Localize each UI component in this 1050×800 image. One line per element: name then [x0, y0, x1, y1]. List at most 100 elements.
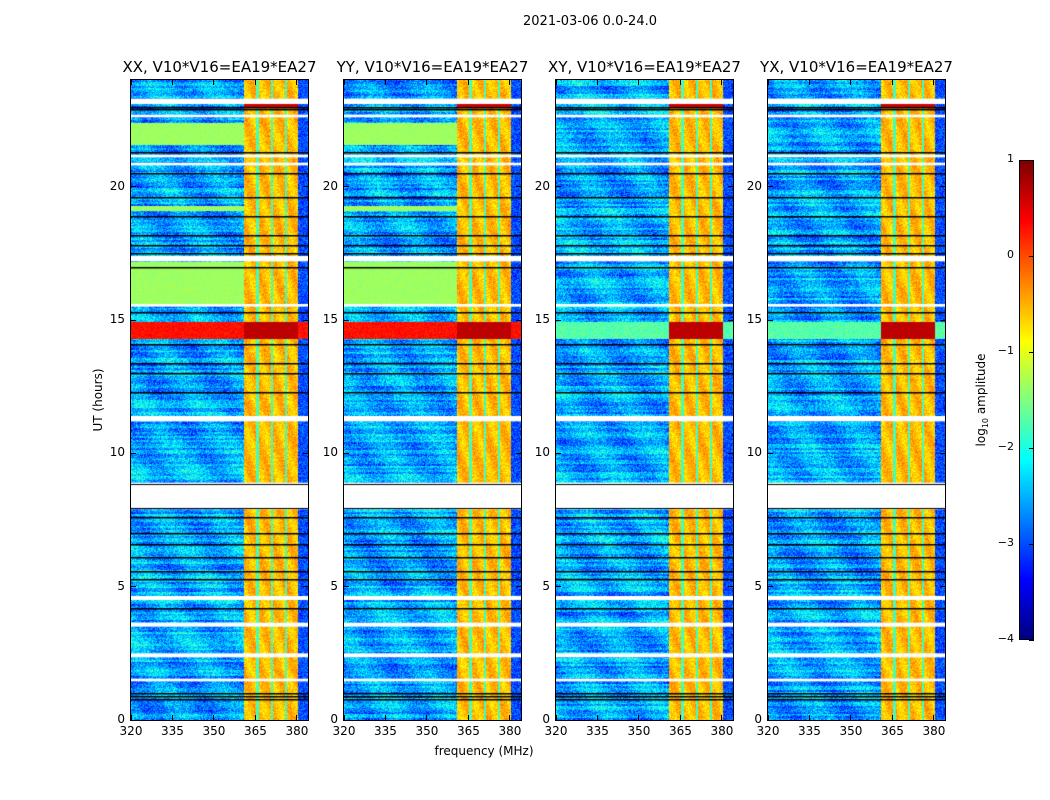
- spectrogram-yx: [768, 80, 945, 720]
- y-tick: [940, 186, 945, 188]
- y-tick-label: 20: [534, 178, 550, 193]
- x-tick: [509, 80, 511, 85]
- y-tick-label: 10: [746, 445, 762, 460]
- x-tick: [555, 715, 557, 720]
- y-tick-label: 20: [322, 178, 338, 193]
- x-tick: [254, 715, 256, 720]
- y-tick: [516, 452, 521, 454]
- x-tick: [638, 80, 640, 85]
- y-tick: [728, 586, 733, 588]
- y-tick: [344, 586, 349, 588]
- x-tick: [130, 715, 132, 720]
- x-tick: [721, 80, 723, 85]
- y-tick: [303, 719, 308, 721]
- x-tick: [296, 80, 298, 85]
- figure-title: 2021-03-06 0.0-24.0: [523, 14, 657, 29]
- x-tick-label: 380: [498, 724, 522, 738]
- colorbar-tick: [1029, 544, 1034, 545]
- y-tick: [556, 586, 561, 588]
- x-tick: [213, 80, 215, 85]
- y-tick: [768, 719, 773, 721]
- x-tick: [850, 80, 852, 85]
- x-tick: [130, 80, 132, 85]
- x-tick: [679, 715, 681, 720]
- x-tick: [171, 80, 173, 85]
- x-tick: [171, 715, 173, 720]
- x-tick-label: 350: [627, 724, 651, 738]
- x-tick-label: 320: [756, 724, 780, 738]
- y-tick-label: 10: [322, 445, 338, 460]
- x-tick: [213, 715, 215, 720]
- y-tick: [728, 186, 733, 188]
- x-tick: [808, 80, 810, 85]
- y-tick-label: 10: [534, 445, 550, 460]
- y-tick-label: 20: [746, 178, 762, 193]
- colorbar-tick-label: −4: [997, 632, 1014, 645]
- x-tick: [467, 715, 469, 720]
- y-tick: [940, 586, 945, 588]
- y-tick: [556, 319, 561, 321]
- x-tick-label: 335: [798, 724, 821, 738]
- y-tick: [131, 452, 136, 454]
- y-tick: [768, 319, 773, 321]
- y-tick-label: 0: [754, 712, 762, 726]
- panel-title: YY, V10*V16=EA19*EA27: [336, 58, 529, 76]
- colorbar-label: log10 amplitude: [973, 353, 991, 447]
- panel-yx: YX, V10*V16=EA19*EA27 320 335 350 365 380 0 5 10…: [747, 58, 953, 738]
- y-tick-label: 5: [542, 578, 550, 593]
- x-tick-label: 380: [285, 724, 309, 738]
- x-tick: [679, 80, 681, 85]
- colorbar-tick: [1029, 256, 1034, 257]
- y-tick: [728, 452, 733, 454]
- x-tick-label: 380: [922, 724, 946, 738]
- colorbar-tick-label: −1: [997, 344, 1014, 357]
- x-tick: [254, 80, 256, 85]
- y-tick-label: 10: [109, 445, 125, 460]
- y-tick: [940, 319, 945, 321]
- y-tick: [303, 319, 308, 321]
- x-tick-label: 365: [244, 724, 267, 738]
- colorbar-tick-label: 0: [1007, 248, 1014, 261]
- colorbar-tick: [1029, 640, 1034, 641]
- x-tick-label: 320: [332, 724, 356, 738]
- y-tick: [768, 452, 773, 454]
- y-tick: [940, 452, 945, 454]
- x-tick-label: 335: [374, 724, 397, 738]
- x-tick: [850, 715, 852, 720]
- y-tick: [344, 452, 349, 454]
- y-tick: [728, 719, 733, 721]
- y-tick: [556, 452, 561, 454]
- y-tick: [516, 719, 521, 721]
- colorbar-tick-label: 1: [1007, 152, 1014, 165]
- y-tick: [768, 586, 773, 588]
- colorbar-tick: [1029, 448, 1034, 449]
- y-tick-label: 15: [109, 312, 125, 326]
- y-tick: [556, 186, 561, 188]
- x-tick-label: 320: [544, 724, 568, 738]
- colorbar: [1019, 160, 1034, 640]
- x-tick: [596, 80, 598, 85]
- x-tick: [467, 80, 469, 85]
- y-tick-label: 5: [117, 578, 125, 593]
- x-tick: [808, 715, 810, 720]
- x-tick-label: 335: [161, 724, 184, 738]
- colorbar-tick: [1029, 160, 1034, 161]
- x-tick: [596, 715, 598, 720]
- y-tick: [556, 719, 561, 721]
- x-tick: [721, 715, 723, 720]
- x-tick: [767, 80, 769, 85]
- y-tick: [516, 186, 521, 188]
- y-tick: [344, 719, 349, 721]
- x-tick-label: 380: [710, 724, 734, 738]
- y-tick: [303, 452, 308, 454]
- y-tick-label: 15: [746, 312, 762, 326]
- y-tick: [344, 319, 349, 321]
- y-tick-label: 5: [754, 578, 762, 593]
- y-tick-label: 0: [117, 712, 125, 726]
- x-tick: [296, 715, 298, 720]
- x-tick: [891, 715, 893, 720]
- panel-xx: XX, V10*V16=EA19*EA27 320 335 350 365 380 0 5 10…: [110, 58, 317, 738]
- x-tick: [933, 715, 935, 720]
- x-tick: [891, 80, 893, 85]
- colorbar-tick-label: −2: [997, 440, 1014, 453]
